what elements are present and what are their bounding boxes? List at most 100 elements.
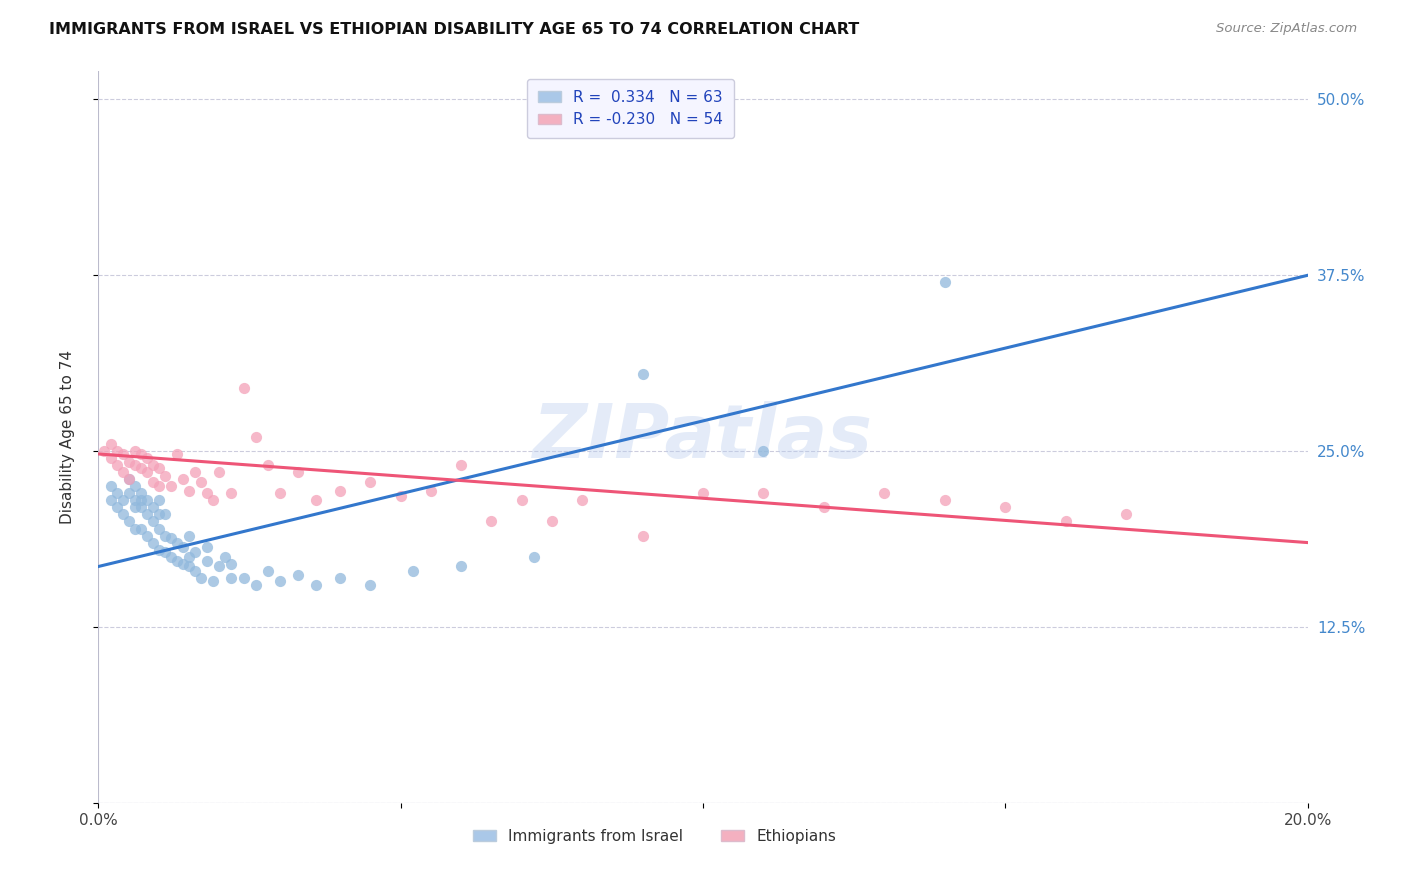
Point	[360, 578, 382, 592]
Point	[269, 486, 291, 500]
Point	[287, 465, 309, 479]
Point	[692, 486, 714, 500]
Point	[190, 571, 212, 585]
Point	[105, 500, 128, 515]
Point	[166, 554, 188, 568]
Point	[142, 500, 165, 515]
Point	[160, 532, 183, 546]
Point	[305, 578, 328, 592]
Point	[208, 465, 231, 479]
Point	[873, 486, 896, 500]
Y-axis label: Disability Age 65 to 74: Disability Age 65 to 74	[60, 350, 75, 524]
Point	[208, 559, 231, 574]
Point	[111, 493, 134, 508]
Point	[118, 472, 141, 486]
Point	[752, 486, 775, 500]
Point	[172, 557, 194, 571]
Point	[142, 475, 165, 489]
Point	[232, 381, 254, 395]
Point	[934, 276, 956, 290]
Text: ZIPatlas: ZIPatlas	[533, 401, 873, 474]
Point	[202, 493, 225, 508]
Point	[129, 461, 152, 475]
Text: IMMIGRANTS FROM ISRAEL VS ETHIOPIAN DISABILITY AGE 65 TO 74 CORRELATION CHART: IMMIGRANTS FROM ISRAEL VS ETHIOPIAN DISA…	[49, 22, 859, 37]
Point	[172, 540, 194, 554]
Point	[256, 564, 278, 578]
Point	[105, 458, 128, 473]
Point	[153, 508, 176, 522]
Point	[118, 455, 141, 469]
Point	[124, 493, 146, 508]
Point	[172, 472, 194, 486]
Point	[184, 465, 207, 479]
Point	[129, 500, 152, 515]
Point	[221, 571, 243, 585]
Point	[105, 444, 128, 458]
Point	[571, 493, 593, 508]
Point	[160, 479, 183, 493]
Point	[190, 475, 212, 489]
Point	[402, 564, 425, 578]
Point	[994, 500, 1017, 515]
Point	[100, 479, 122, 493]
Point	[153, 528, 176, 542]
Point	[124, 500, 146, 515]
Point	[184, 564, 207, 578]
Point	[142, 458, 165, 473]
Point	[305, 493, 328, 508]
Point	[160, 549, 183, 564]
Point	[481, 515, 503, 529]
Point	[631, 367, 654, 381]
Point	[179, 483, 201, 498]
Legend: Immigrants from Israel, Ethiopians: Immigrants from Israel, Ethiopians	[467, 822, 842, 850]
Point	[100, 437, 122, 451]
Point	[124, 521, 146, 535]
Point	[450, 458, 472, 473]
Point	[195, 486, 218, 500]
Point	[1115, 508, 1137, 522]
Point	[450, 559, 472, 574]
Point	[214, 549, 236, 564]
Point	[510, 493, 533, 508]
Point	[118, 486, 141, 500]
Point	[202, 574, 225, 588]
Point	[135, 528, 157, 542]
Point	[179, 559, 201, 574]
Point	[111, 508, 134, 522]
Point	[256, 458, 278, 473]
Point	[100, 493, 122, 508]
Point	[540, 515, 562, 529]
Point	[135, 465, 157, 479]
Point	[129, 493, 152, 508]
Point	[195, 540, 218, 554]
Point	[124, 458, 146, 473]
Text: Source: ZipAtlas.com: Source: ZipAtlas.com	[1216, 22, 1357, 36]
Point	[124, 479, 146, 493]
Point	[631, 528, 654, 542]
Point	[118, 515, 141, 529]
Point	[752, 444, 775, 458]
Point	[111, 447, 134, 461]
Point	[148, 508, 170, 522]
Point	[179, 549, 201, 564]
Point	[245, 430, 267, 444]
Point	[153, 545, 176, 559]
Point	[148, 542, 170, 557]
Point	[153, 469, 176, 483]
Point	[195, 554, 218, 568]
Point	[813, 500, 835, 515]
Point	[287, 568, 309, 582]
Point	[148, 461, 170, 475]
Point	[118, 472, 141, 486]
Point	[179, 528, 201, 542]
Point	[135, 508, 157, 522]
Point	[232, 571, 254, 585]
Point	[148, 479, 170, 493]
Point	[148, 493, 170, 508]
Point	[129, 486, 152, 500]
Point	[135, 451, 157, 466]
Point	[934, 493, 956, 508]
Point	[105, 486, 128, 500]
Point	[245, 578, 267, 592]
Point	[184, 545, 207, 559]
